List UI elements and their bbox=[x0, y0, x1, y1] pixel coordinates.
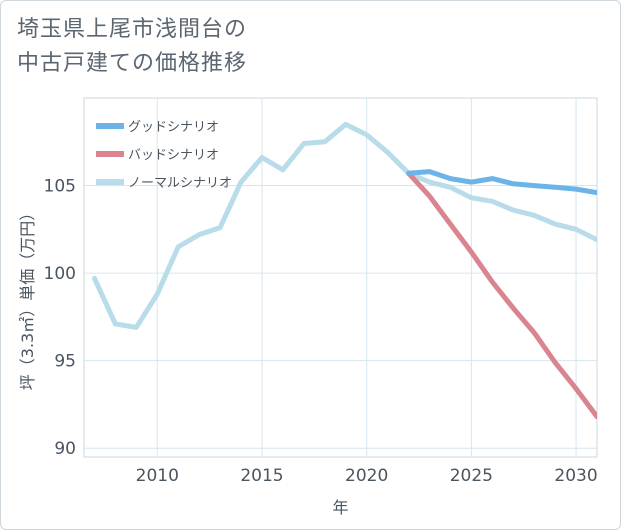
series-line-2 bbox=[92, 121, 597, 330]
plot-area bbox=[83, 97, 598, 458]
chart-title-line-2: 中古戸建ての価格推移 bbox=[17, 51, 248, 76]
x-tick-label: 2010 bbox=[136, 466, 179, 486]
legend-label: グッドシナリオ bbox=[128, 120, 219, 135]
y-tick-label: 105 bbox=[44, 177, 76, 197]
x-tick-label: 2020 bbox=[345, 466, 388, 486]
x-tick-label: 2015 bbox=[240, 466, 283, 486]
chart-title: 埼玉県上尾市浅間台の 中古戸建ての価格推移 bbox=[17, 13, 247, 81]
legend-label: ノーマルシナリオ bbox=[128, 176, 232, 191]
series-line-0 bbox=[406, 169, 597, 196]
x-tick-label: 2030 bbox=[554, 466, 597, 486]
series-line-1 bbox=[406, 170, 597, 420]
y-tick-label: 90 bbox=[54, 439, 76, 459]
y-tick-label: 95 bbox=[54, 352, 76, 372]
x-tick-label: 2025 bbox=[450, 466, 493, 486]
x-axis-label: 年 bbox=[332, 498, 348, 517]
legend-label: バッドシナリオ bbox=[128, 148, 219, 163]
chart-title-line-1: 埼玉県上尾市浅間台の bbox=[17, 17, 248, 42]
y-tick-label: 100 bbox=[44, 264, 76, 284]
y-axis-label: 坪（3.3㎡）単価（万円） bbox=[18, 205, 37, 390]
